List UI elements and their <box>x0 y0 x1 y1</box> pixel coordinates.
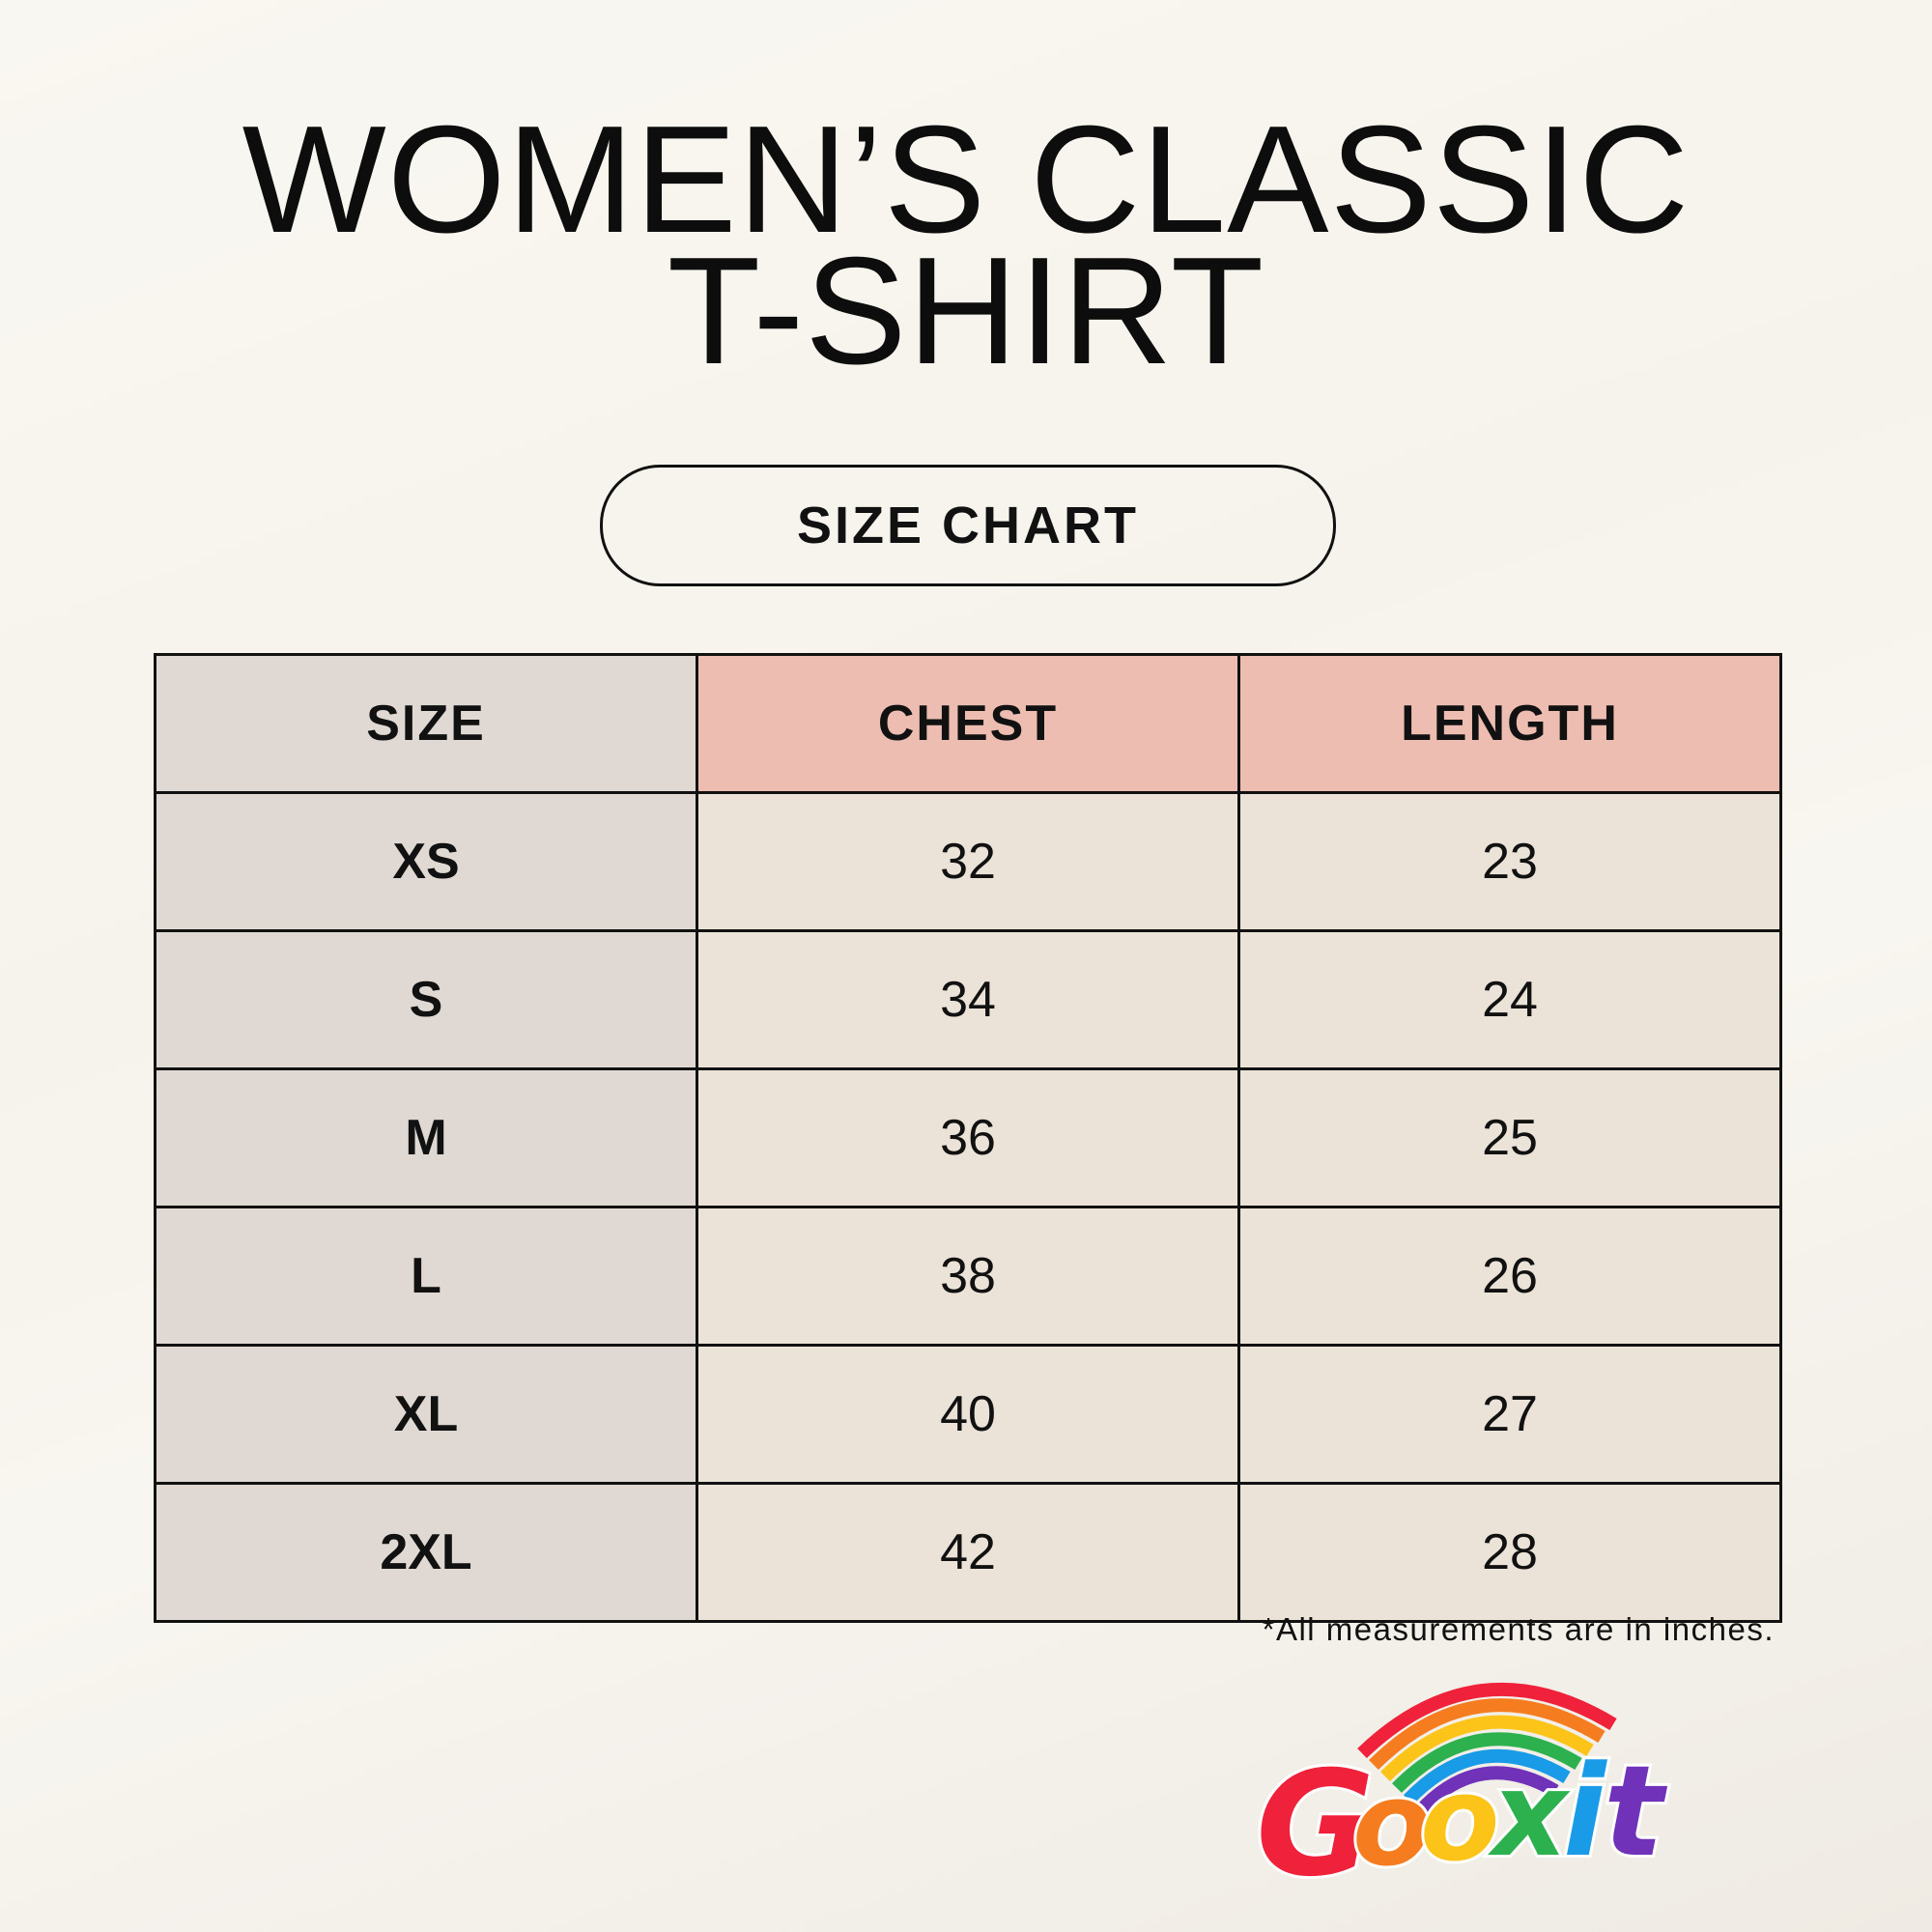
chest-cell: 34 <box>696 929 1240 1070</box>
length-cell: 27 <box>1237 1344 1782 1485</box>
chest-cell: 40 <box>696 1344 1240 1485</box>
size-cell: XL <box>154 1344 698 1485</box>
header-chest: CHEST <box>696 653 1240 794</box>
page-title: WOMEN’S CLASSIC T-SHIRT <box>0 95 1932 396</box>
chest-cell: 36 <box>696 1067 1240 1208</box>
length-cell: 24 <box>1237 929 1782 1070</box>
table-row: 2XL 42 28 <box>154 1482 1782 1623</box>
size-cell: XS <box>154 791 698 932</box>
svg-text:G: G <box>1256 1741 1375 1893</box>
size-table: SIZE CHEST LENGTH XS 32 23 S 34 24 M 36 25 L 38 26 X… <box>154 653 1782 1623</box>
length-cell: 26 <box>1237 1206 1782 1347</box>
header-row: SIZE CHEST LENGTH <box>154 653 1782 794</box>
rainbow-icon <box>1357 1682 1617 1816</box>
table-row: XS 32 23 <box>154 791 1782 932</box>
svg-text:t: t <box>1604 1738 1668 1885</box>
chest-cell: 42 <box>696 1482 1240 1623</box>
gooxit-logo: G o o x i t <box>1256 1682 1671 1893</box>
title-line-2: T-SHIRT <box>667 226 1265 396</box>
length-cell: 28 <box>1237 1482 1782 1623</box>
svg-text:i: i <box>1563 1738 1608 1885</box>
footnote: *All measurements are in inches. <box>1262 1611 1775 1647</box>
header-length: LENGTH <box>1237 653 1782 794</box>
size-cell: M <box>154 1067 698 1208</box>
size-chart-badge: SIZE CHART <box>600 465 1336 586</box>
logo-wordmark: G o o x i t <box>1256 1735 1671 1893</box>
svg-text:x: x <box>1488 1748 1571 1883</box>
chest-cell: 38 <box>696 1206 1240 1347</box>
size-cell: 2XL <box>154 1482 698 1623</box>
size-cell: L <box>154 1206 698 1347</box>
title-line-1: WOMEN’S CLASSIC <box>242 95 1690 265</box>
table-row: XL 40 27 <box>154 1344 1782 1485</box>
table-row: S 34 24 <box>154 929 1782 1070</box>
length-cell: 23 <box>1237 791 1782 932</box>
chest-cell: 32 <box>696 791 1240 932</box>
svg-text:o: o <box>1420 1753 1499 1888</box>
header-size: SIZE <box>154 653 698 794</box>
svg-text:o: o <box>1352 1758 1432 1892</box>
table-row: M 36 25 <box>154 1067 1782 1208</box>
size-cell: S <box>154 929 698 1070</box>
table-row: L 38 26 <box>154 1206 1782 1347</box>
length-cell: 25 <box>1237 1067 1782 1208</box>
